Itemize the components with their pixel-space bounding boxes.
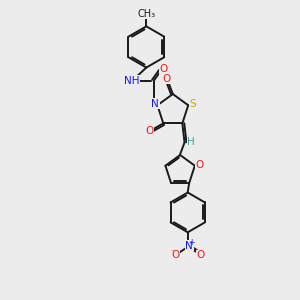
Text: N: N xyxy=(151,99,159,109)
Text: H: H xyxy=(187,137,195,147)
Text: N: N xyxy=(185,241,193,250)
Text: S: S xyxy=(189,99,196,109)
Text: O: O xyxy=(160,64,168,74)
Text: O: O xyxy=(171,250,179,260)
Text: +: + xyxy=(189,238,195,247)
Text: CH₃: CH₃ xyxy=(137,9,155,19)
Text: O: O xyxy=(163,74,171,84)
Text: O: O xyxy=(196,250,204,260)
Text: NH: NH xyxy=(124,76,139,86)
Text: O: O xyxy=(145,126,153,136)
Text: O: O xyxy=(196,160,204,170)
Text: ⁻: ⁻ xyxy=(170,248,174,256)
